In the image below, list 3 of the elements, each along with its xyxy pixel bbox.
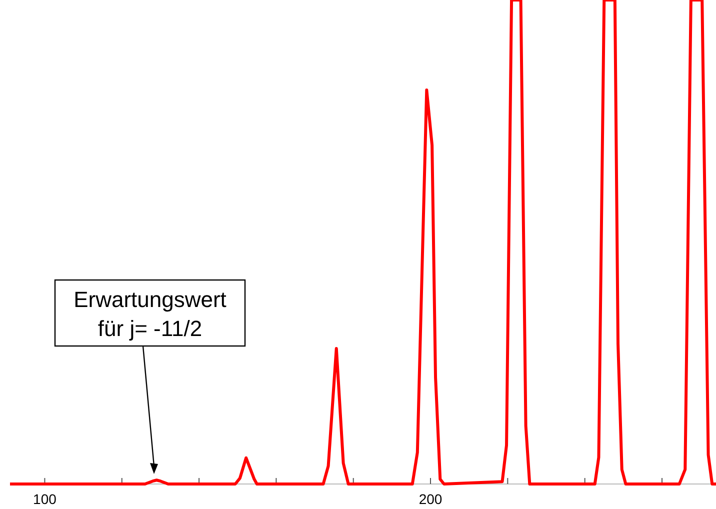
annotation: Erwartungswert für j= -11/2 (74, 287, 226, 341)
x-tick-label: 200 (418, 491, 442, 507)
x-tick-label: 100 (33, 491, 57, 507)
